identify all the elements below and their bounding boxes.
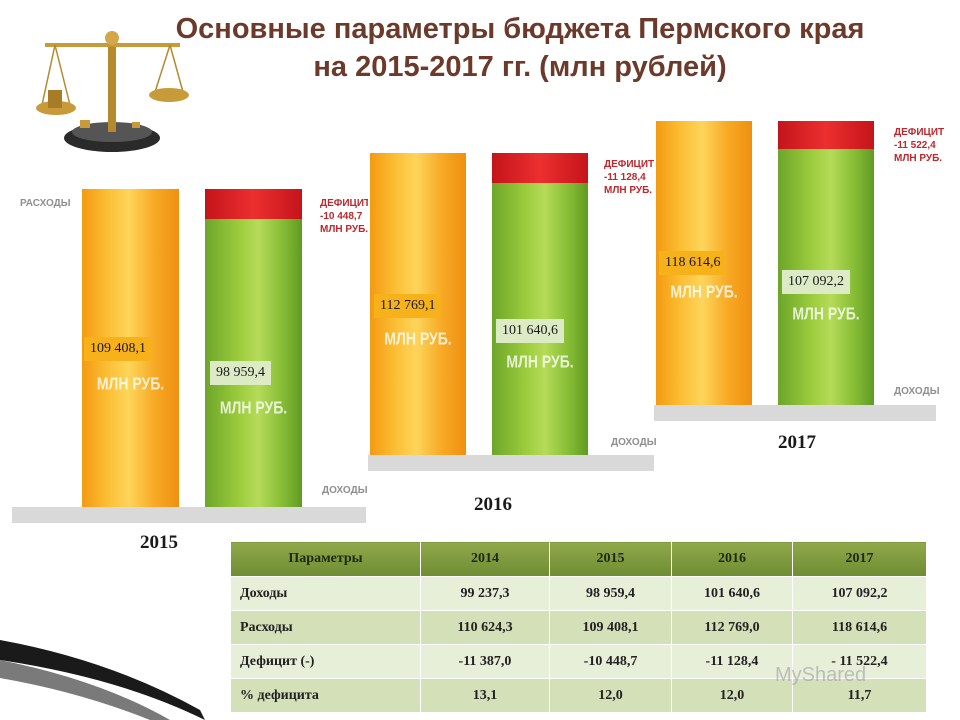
bar-deficit-2015: [205, 189, 302, 220]
year-label-2015: 2015: [140, 532, 178, 553]
table-cell: -11 387,0: [420, 644, 550, 679]
budget-parameters-table: Параметры 2014 2015 2016 2017 Доходы 99 …: [230, 541, 927, 713]
bar-unit-label: МЛН РУБ.: [384, 328, 452, 348]
row-label: Расходы: [230, 610, 421, 645]
decorative-swoosh: [0, 640, 205, 720]
row-label: % дефицита: [230, 678, 421, 713]
table-cell: -11 128,4: [671, 644, 793, 679]
table-row: Расходы 110 624,3 109 408,1 112 769,0 11…: [230, 610, 927, 645]
deficit-label-2015: ДЕФИЦИТ -10 448,7 МЛН РУБ.: [320, 198, 371, 235]
value-label-expenses-2017: 118 614,6: [659, 251, 727, 275]
bar-unit-label: МЛН РУБ.: [670, 281, 738, 301]
chart-panel-2017: МЛН РУБ. МЛН РУБ. ДЕФИЦИТ -11 522,4 МЛН …: [654, 117, 944, 421]
bar-unit-label: МЛН РУБ.: [506, 351, 574, 371]
title-line-1: Основные параметры бюджета Пермского кра…: [175, 13, 865, 45]
scales-icon: [36, 31, 189, 152]
value-label-expenses-2016: 112 769,1: [374, 294, 442, 318]
column-header: 2016: [671, 541, 793, 577]
bar-deficit-2016: [492, 153, 588, 183]
watermark-logo: MyShared: [775, 664, 867, 686]
expense-axis-label: РАСХОДЫ: [20, 198, 71, 209]
bar-revenues-2016: [492, 182, 588, 455]
table-cell: 12,0: [549, 678, 672, 713]
income-axis-label: ДОХОДЫ: [611, 437, 657, 448]
value-label-revenues-2015: 98 959,4: [210, 361, 271, 385]
bar-deficit-2017: [778, 121, 874, 149]
year-label-2017: 2017: [778, 432, 816, 453]
table-cell: 98 959,4: [549, 576, 672, 611]
bar-unit-label: МЛН РУБ.: [96, 373, 165, 393]
value-label-revenues-2017: 107 092,2: [782, 270, 850, 294]
table-cell: 13,1: [420, 678, 550, 713]
table-cell: -10 448,7: [549, 644, 672, 679]
page-title: Основные параметры бюджета Пермского кра…: [170, 10, 870, 86]
table-cell: - 11 522,4: [792, 644, 927, 679]
table-cell: 99 237,3: [420, 576, 550, 611]
table-header-row: Параметры 2014 2015 2016 2017: [230, 541, 927, 577]
bar-unit-label: МЛН РУБ.: [792, 303, 860, 323]
table-cell: 107 092,2: [792, 576, 927, 611]
income-axis-label: ДОХОДЫ: [894, 386, 940, 397]
bar-unit-label: МЛН РУБ.: [219, 397, 288, 417]
table-cell: 101 640,6: [671, 576, 793, 611]
deficit-label-2017: ДЕФИЦИТ -11 522,4 МЛН РУБ.: [894, 127, 945, 164]
column-header: 2015: [549, 541, 672, 577]
chart-panel-2016: МЛН РУБ. МЛН РУБ. ДЕФИЦИТ -11 128,4 МЛН …: [368, 148, 657, 471]
table-row: % дефицита 13,1 12,0 12,0 11,7: [230, 678, 927, 713]
table-cell: 12,0: [671, 678, 793, 713]
row-label: Дефицит (-): [230, 644, 421, 679]
title-line-2: на 2015-2017 гг. (млн рублей): [313, 51, 727, 83]
value-label-expenses-2015: 109 408,1: [84, 337, 152, 361]
column-header: 2014: [420, 541, 550, 577]
table-row: Доходы 99 237,3 98 959,4 101 640,6 107 0…: [230, 576, 927, 611]
chart-panel-2015: РАСХОДЫ МЛН РУБ. МЛН РУБ. ДЕФИЦИТ -10 44…: [12, 185, 370, 523]
value-label-revenues-2016: 101 640,6: [496, 319, 564, 343]
table-cell: 112 769,0: [671, 610, 793, 645]
table-cell: 110 624,3: [420, 610, 550, 645]
deficit-label-2016: ДЕФИЦИТ -11 128,4 МЛН РУБ.: [604, 159, 655, 196]
income-axis-label: ДОХОДЫ: [322, 485, 368, 496]
table-cell: 109 408,1: [549, 610, 672, 645]
year-label-2016: 2016: [474, 494, 512, 515]
table-cell: 11,7: [792, 678, 927, 713]
table-cell: 118 614,6: [792, 610, 927, 645]
column-header: Параметры: [230, 541, 421, 577]
column-header: 2017: [792, 541, 927, 577]
row-label: Доходы: [230, 576, 421, 611]
